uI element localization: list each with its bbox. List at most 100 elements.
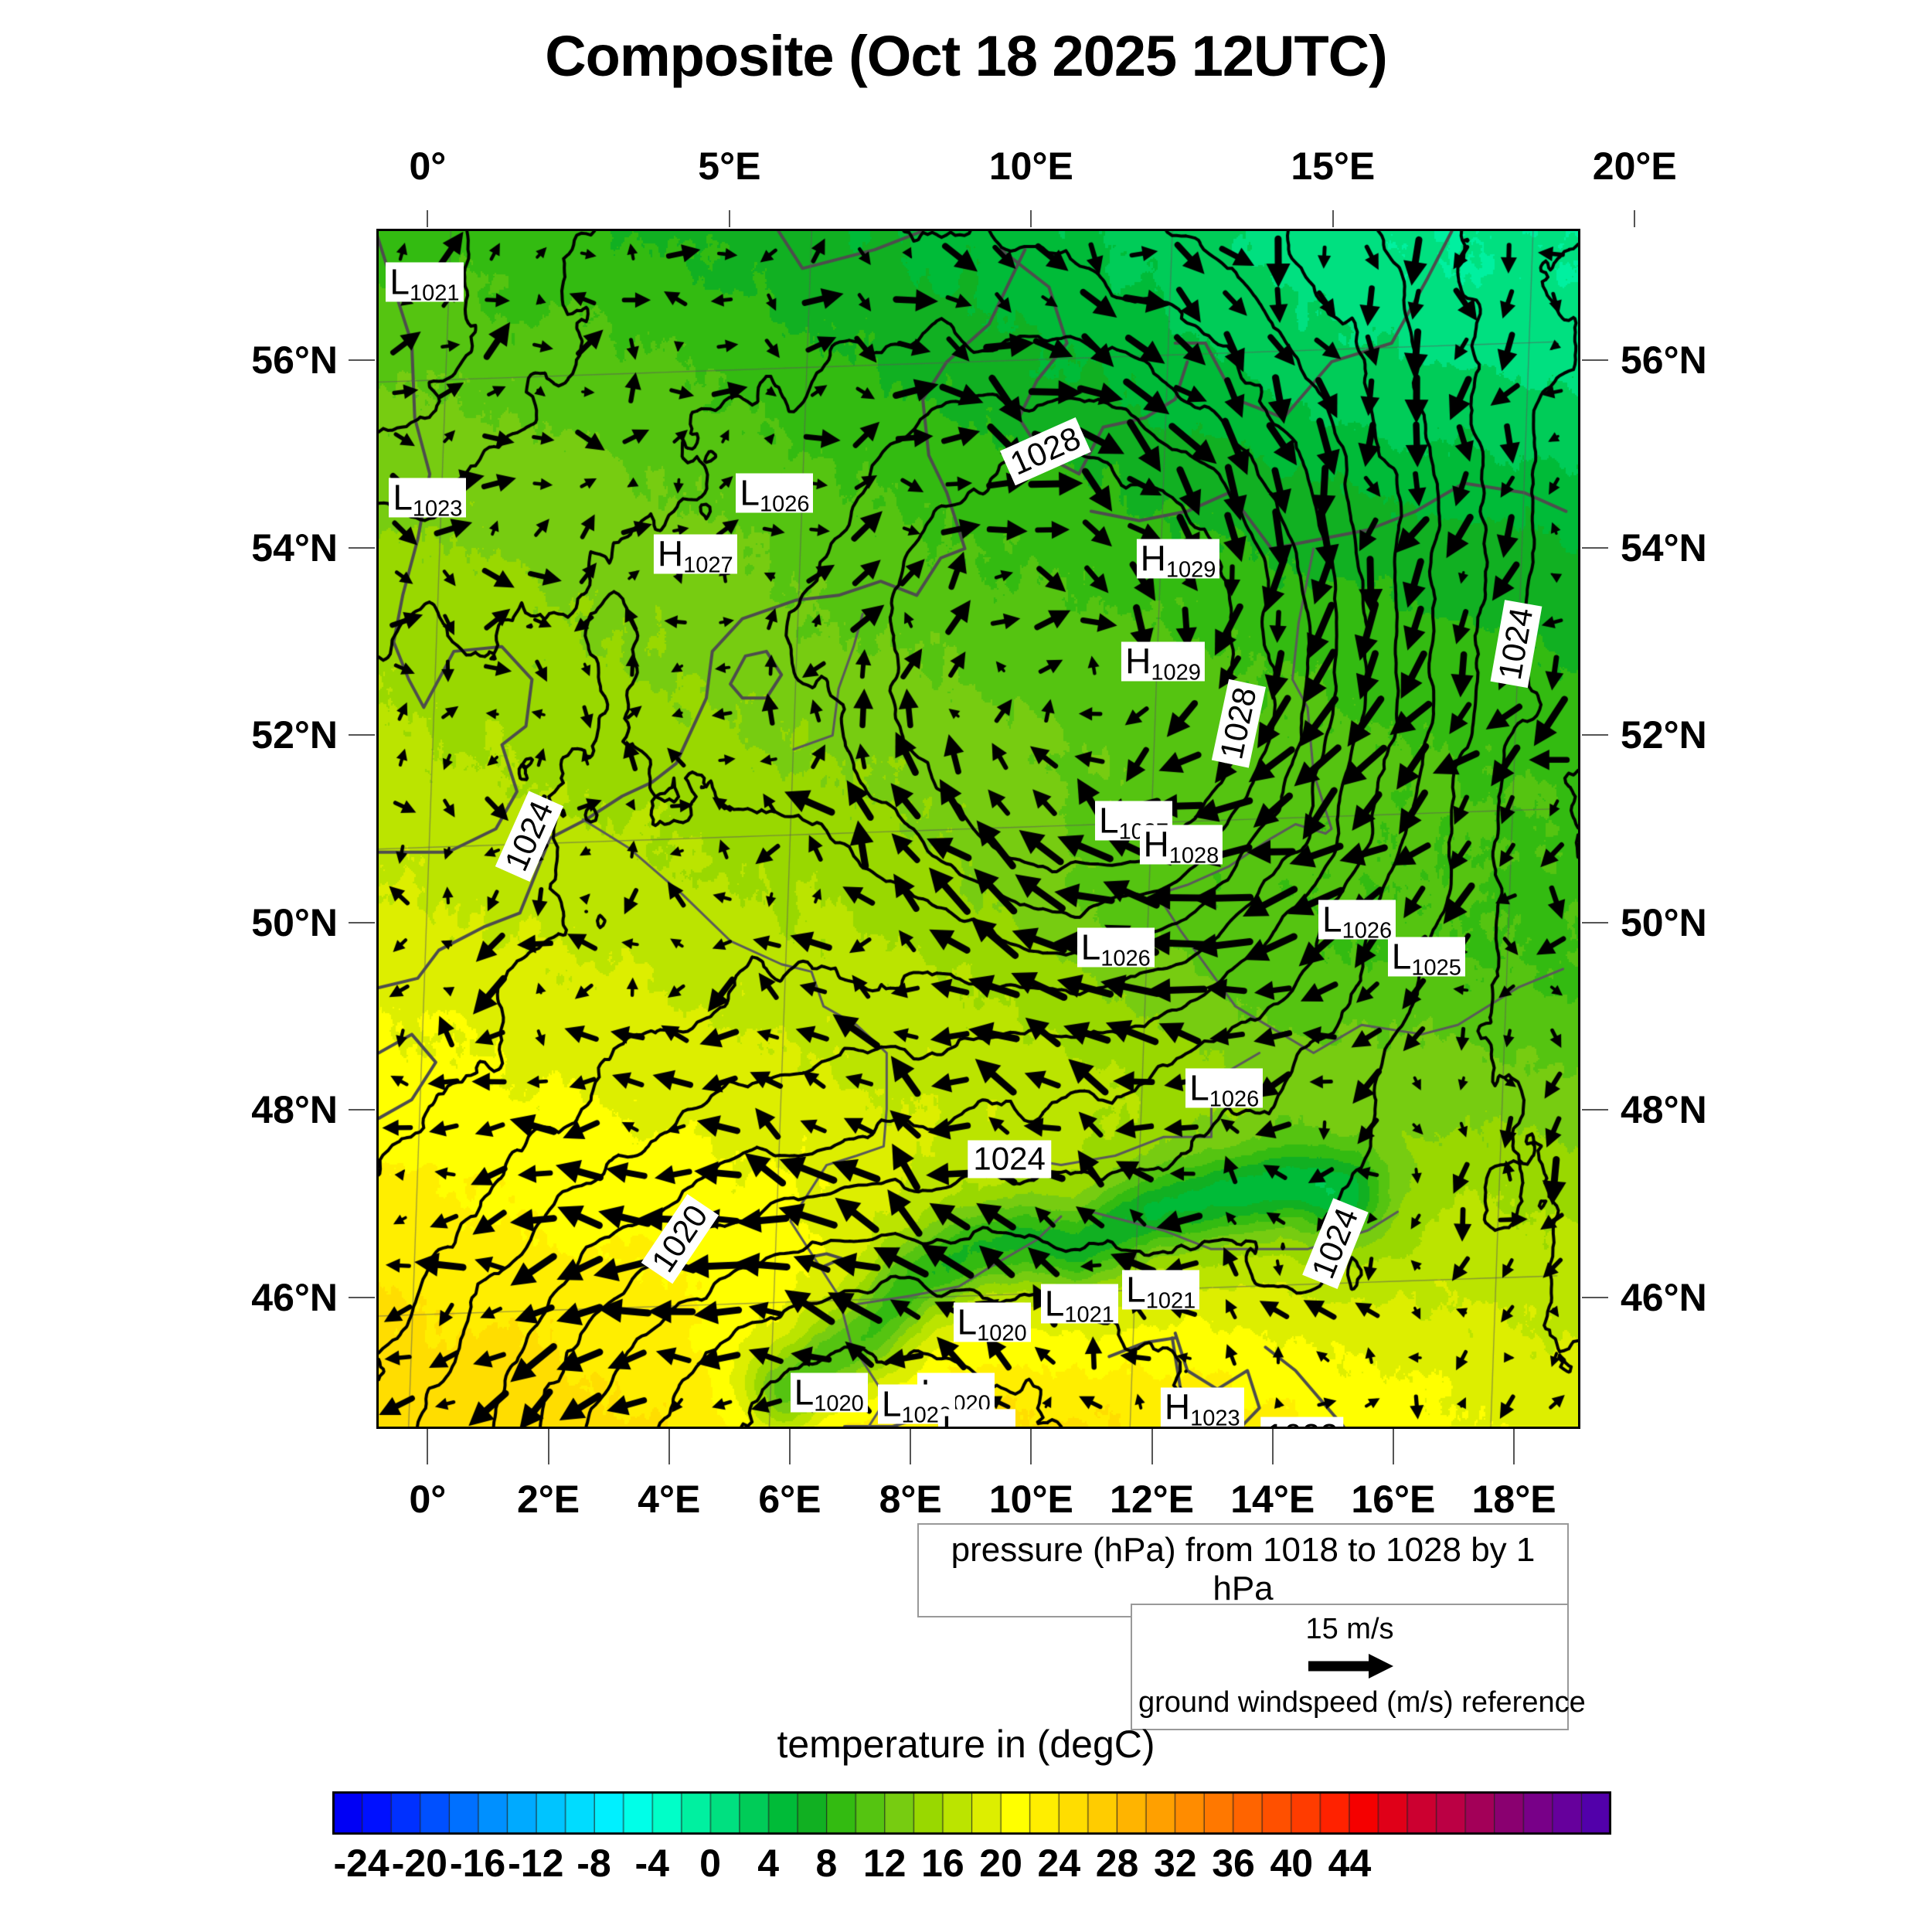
pressure-center-type: H: [657, 533, 684, 574]
axis-label-left-52°N: 52°N: [251, 713, 338, 757]
axis-label-right-52°N: 52°N: [1621, 713, 1707, 757]
axis-label-bottom-14°E: 14°E: [1230, 1478, 1315, 1521]
tick-bottom: [910, 1429, 912, 1464]
axis-label-right-46°N: 46°N: [1621, 1276, 1707, 1320]
colorbar-tick-40: 40: [1270, 1842, 1314, 1885]
pressure-center-type: L: [957, 1301, 978, 1342]
axis-label-right-50°N: 50°N: [1621, 900, 1707, 944]
axis-label-top-10°E: 10°E: [988, 145, 1073, 188]
axis-label-top-5°E: 5°E: [698, 145, 761, 188]
tick-bottom: [1513, 1429, 1515, 1464]
axis-label-bottom-0°: 0°: [409, 1478, 447, 1521]
pressure-center-type: L: [1391, 936, 1412, 977]
axis-label-bottom-18°E: 18°E: [1471, 1478, 1556, 1521]
axis-label-top-15°E: 15°E: [1291, 145, 1376, 188]
colorbar-tick-44: 44: [1328, 1842, 1372, 1885]
axis-label-bottom-2°E: 2°E: [516, 1478, 580, 1521]
tick-left: [349, 546, 375, 549]
colorbar-tick-12: 12: [862, 1842, 906, 1885]
isobar-label-1022-7: 1022: [1260, 1417, 1344, 1427]
pressure-center-type: L: [1126, 1269, 1146, 1310]
colorbar-tick-20: 20: [979, 1842, 1022, 1885]
tick-right: [1582, 546, 1608, 549]
colorbar-tick-28: 28: [1095, 1842, 1139, 1885]
pressure-center-value: 1029: [1151, 660, 1201, 685]
tick-bottom: [788, 1429, 791, 1464]
pressure-center-value: 1021: [410, 281, 460, 306]
pressure-center-type: L: [393, 477, 413, 518]
axis-label-bottom-4°E: 4°E: [638, 1478, 701, 1521]
colorbar-title: temperature in (degC): [777, 1723, 1155, 1766]
tick-bottom: [427, 1429, 429, 1464]
tick-left: [349, 1109, 375, 1111]
pressure-center-type: L: [389, 261, 410, 302]
colorbar-tick-16: 16: [921, 1842, 964, 1885]
pressure-center-low-1023: L1023: [389, 477, 467, 520]
wind-reference-caption: ground windspeed (m/s) reference: [1138, 1686, 1586, 1719]
colorbar-tick-minus4: -4: [634, 1842, 669, 1885]
axis-label-right-54°N: 54°N: [1621, 526, 1707, 570]
pressure-center-value: 1023: [1190, 1406, 1240, 1429]
colorbar-tick-minus24: -24: [333, 1842, 389, 1885]
tick-right: [1582, 921, 1608, 923]
pressure-center-value: 1020: [977, 1321, 1027, 1346]
colorbar-tick-0: 0: [699, 1842, 721, 1885]
colorbar-tick-minus8: -8: [577, 1842, 611, 1885]
axis-label-left-56°N: 56°N: [251, 338, 338, 382]
pressure-center-value: 1021: [1145, 1288, 1196, 1314]
pressure-center-type: L: [740, 472, 760, 513]
pressure-center-low-1021: L1021: [937, 1408, 1016, 1429]
pressure-center-low-1021: L1021: [1040, 1284, 1118, 1326]
pressure-center-value: 1023: [412, 496, 463, 522]
axis-label-top-20°E: 20°E: [1592, 145, 1677, 188]
axis-label-left-46°N: 46°N: [251, 1276, 338, 1320]
wind-reference-speed: 15 m/s: [1305, 1613, 1394, 1645]
isobar-label-1024-2: 1024: [968, 1140, 1051, 1179]
page-title: Composite (Oct 18 2025 12UTC): [545, 24, 1388, 88]
axis-label-bottom-6°E: 6°E: [758, 1478, 821, 1521]
tick-left: [349, 1297, 375, 1299]
tick-bottom: [547, 1429, 549, 1464]
pressure-center-low-1026: L1026: [1077, 927, 1155, 971]
colorbar-tick-minus16: -16: [449, 1842, 506, 1885]
pressure-contour-legend: pressure (hPa) from 1018 to 1028 by 1 hP…: [917, 1523, 1569, 1617]
pressure-center-high-1028: H1028: [1139, 824, 1223, 867]
pressure-center-high-1029: H1029: [1121, 641, 1205, 685]
colorbar-tick-32: 32: [1153, 1842, 1197, 1885]
pressure-center-low-1020: L1020: [790, 1372, 868, 1415]
tick-bottom: [1271, 1429, 1274, 1464]
tick-bottom: [1151, 1429, 1153, 1464]
pressure-center-low-1026: L1026: [1318, 899, 1396, 942]
tick-right: [1582, 1297, 1608, 1299]
tick-top: [1332, 210, 1334, 227]
pressure-center-value: 1026: [1342, 918, 1393, 944]
pressure-center-value: 1027: [683, 553, 733, 578]
pressure-center-value: 1021: [1064, 1302, 1114, 1328]
pressure-center-low-1021: L1021: [386, 261, 464, 304]
pressure-center-type: L: [881, 1383, 902, 1424]
colorbar[interactable]: [332, 1791, 1611, 1835]
pressure-center-value: 1026: [1100, 946, 1151, 971]
tick-top: [427, 210, 429, 227]
colorbar-tick-4: 4: [757, 1842, 780, 1885]
pressure-center-high-1027: H1027: [653, 533, 737, 577]
axis-label-right-48°N: 48°N: [1621, 1088, 1707, 1132]
pressure-center-type: L: [941, 1408, 962, 1429]
right-arrow-icon: [1138, 1651, 1561, 1685]
colorbar-tick-minus20: -20: [391, 1842, 447, 1885]
map-plot-area[interactable]: L1021L1023L1026H1027H1029H1029L1027H1028…: [376, 229, 1580, 1429]
pressure-center-value: 1028: [1168, 843, 1219, 869]
tick-right: [1582, 734, 1608, 736]
pressure-center-type: H: [1143, 824, 1169, 865]
axis-label-bottom-16°E: 16°E: [1351, 1478, 1436, 1521]
pressure-center-value: 1025: [1411, 955, 1461, 981]
pressure-center-type: L: [1321, 899, 1342, 940]
pressure-legend-text: pressure (hPa) from 1018 to 1028 by 1 hP…: [951, 1531, 1536, 1607]
colorbar-tick-labels: -24 -20 -16 -12 -8 -4 0 4 8 12 16 20 24 28 32 36 40 44: [332, 1841, 1611, 1887]
wind-reference-legend: 15 m/s ground windspeed (m/s) reference: [1131, 1604, 1586, 1730]
pressure-center-high-1023: H1023: [1160, 1386, 1244, 1429]
tick-bottom: [668, 1429, 670, 1464]
pressure-center-type: H: [1164, 1386, 1191, 1427]
pressure-center-low-1020: L1020: [953, 1301, 1031, 1345]
